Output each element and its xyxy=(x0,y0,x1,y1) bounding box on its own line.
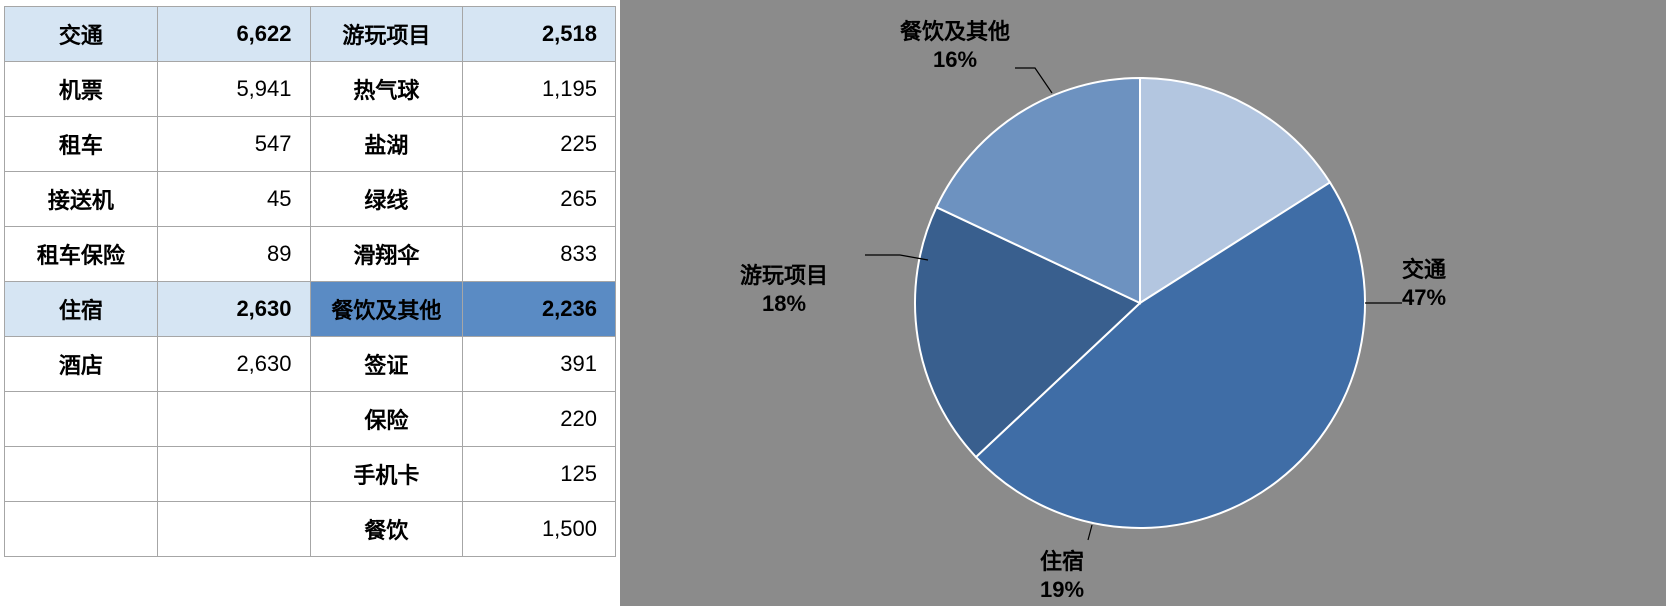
table-label-cell: 机票 xyxy=(5,62,158,117)
pie-label-pct: 16% xyxy=(900,46,1010,74)
pie-label-name: 交通 xyxy=(1402,256,1446,284)
table-label-cell xyxy=(5,502,158,557)
table-label-cell: 热气球 xyxy=(310,62,463,117)
table-value-cell: 225 xyxy=(463,117,616,172)
table-label-cell: 交通 xyxy=(5,7,158,62)
table-value-cell: 833 xyxy=(463,227,616,282)
pie-label-name: 餐饮及其他 xyxy=(900,18,1010,46)
table-label-cell: 保险 xyxy=(310,392,463,447)
table-value-cell: 2,518 xyxy=(463,7,616,62)
table-value-cell: 547 xyxy=(157,117,310,172)
table-label-cell: 餐饮 xyxy=(310,502,463,557)
table-label-cell: 绿线 xyxy=(310,172,463,227)
table-value-cell: 5,941 xyxy=(157,62,310,117)
table-label-cell: 签证 xyxy=(310,337,463,392)
table-value-cell: 89 xyxy=(157,227,310,282)
table-value-cell: 1,500 xyxy=(463,502,616,557)
table-value-cell: 1,195 xyxy=(463,62,616,117)
pie-label-name: 住宿 xyxy=(1040,548,1084,576)
table-label-cell: 酒店 xyxy=(5,337,158,392)
table-label-cell xyxy=(5,447,158,502)
table-label-cell: 租车 xyxy=(5,117,158,172)
pie-label-交通: 交通47% xyxy=(1402,256,1446,311)
table-value-cell: 2,630 xyxy=(157,337,310,392)
leader-line xyxy=(1015,68,1052,93)
table-label-cell xyxy=(5,392,158,447)
expense-table-panel: 交通6,622游玩项目2,518机票5,941热气球1,195租车547盐湖22… xyxy=(0,0,620,606)
pie-label-name: 游玩项目 xyxy=(740,262,828,290)
table-label-cell: 餐饮及其他 xyxy=(310,282,463,337)
pie-label-游玩项目: 游玩项目18% xyxy=(740,262,828,317)
table-value-cell: 391 xyxy=(463,337,616,392)
table-label-cell: 手机卡 xyxy=(310,447,463,502)
table-value-cell: 2,630 xyxy=(157,282,310,337)
table-value-cell xyxy=(157,447,310,502)
table-value-cell xyxy=(157,392,310,447)
table-value-cell: 125 xyxy=(463,447,616,502)
table-label-cell: 租车保险 xyxy=(5,227,158,282)
pie-label-pct: 19% xyxy=(1040,576,1084,604)
pie-label-餐饮及其他: 餐饮及其他16% xyxy=(900,18,1010,73)
table-value-cell: 265 xyxy=(463,172,616,227)
leader-line xyxy=(1088,525,1092,540)
expense-pie-chart: 餐饮及其他16% 交通47% 住宿19% 游玩项目18% xyxy=(620,0,1666,606)
table-value-cell: 6,622 xyxy=(157,7,310,62)
table-label-cell: 滑翔伞 xyxy=(310,227,463,282)
table-value-cell: 45 xyxy=(157,172,310,227)
pie-label-pct: 18% xyxy=(740,290,828,318)
pie-label-pct: 47% xyxy=(1402,284,1446,312)
table-label-cell: 住宿 xyxy=(5,282,158,337)
table-label-cell: 接送机 xyxy=(5,172,158,227)
pie-label-住宿: 住宿19% xyxy=(1040,548,1084,603)
table-value-cell: 2,236 xyxy=(463,282,616,337)
expense-table: 交通6,622游玩项目2,518机票5,941热气球1,195租车547盐湖22… xyxy=(4,6,616,557)
table-value-cell xyxy=(157,502,310,557)
table-label-cell: 游玩项目 xyxy=(310,7,463,62)
table-value-cell: 220 xyxy=(463,392,616,447)
table-label-cell: 盐湖 xyxy=(310,117,463,172)
